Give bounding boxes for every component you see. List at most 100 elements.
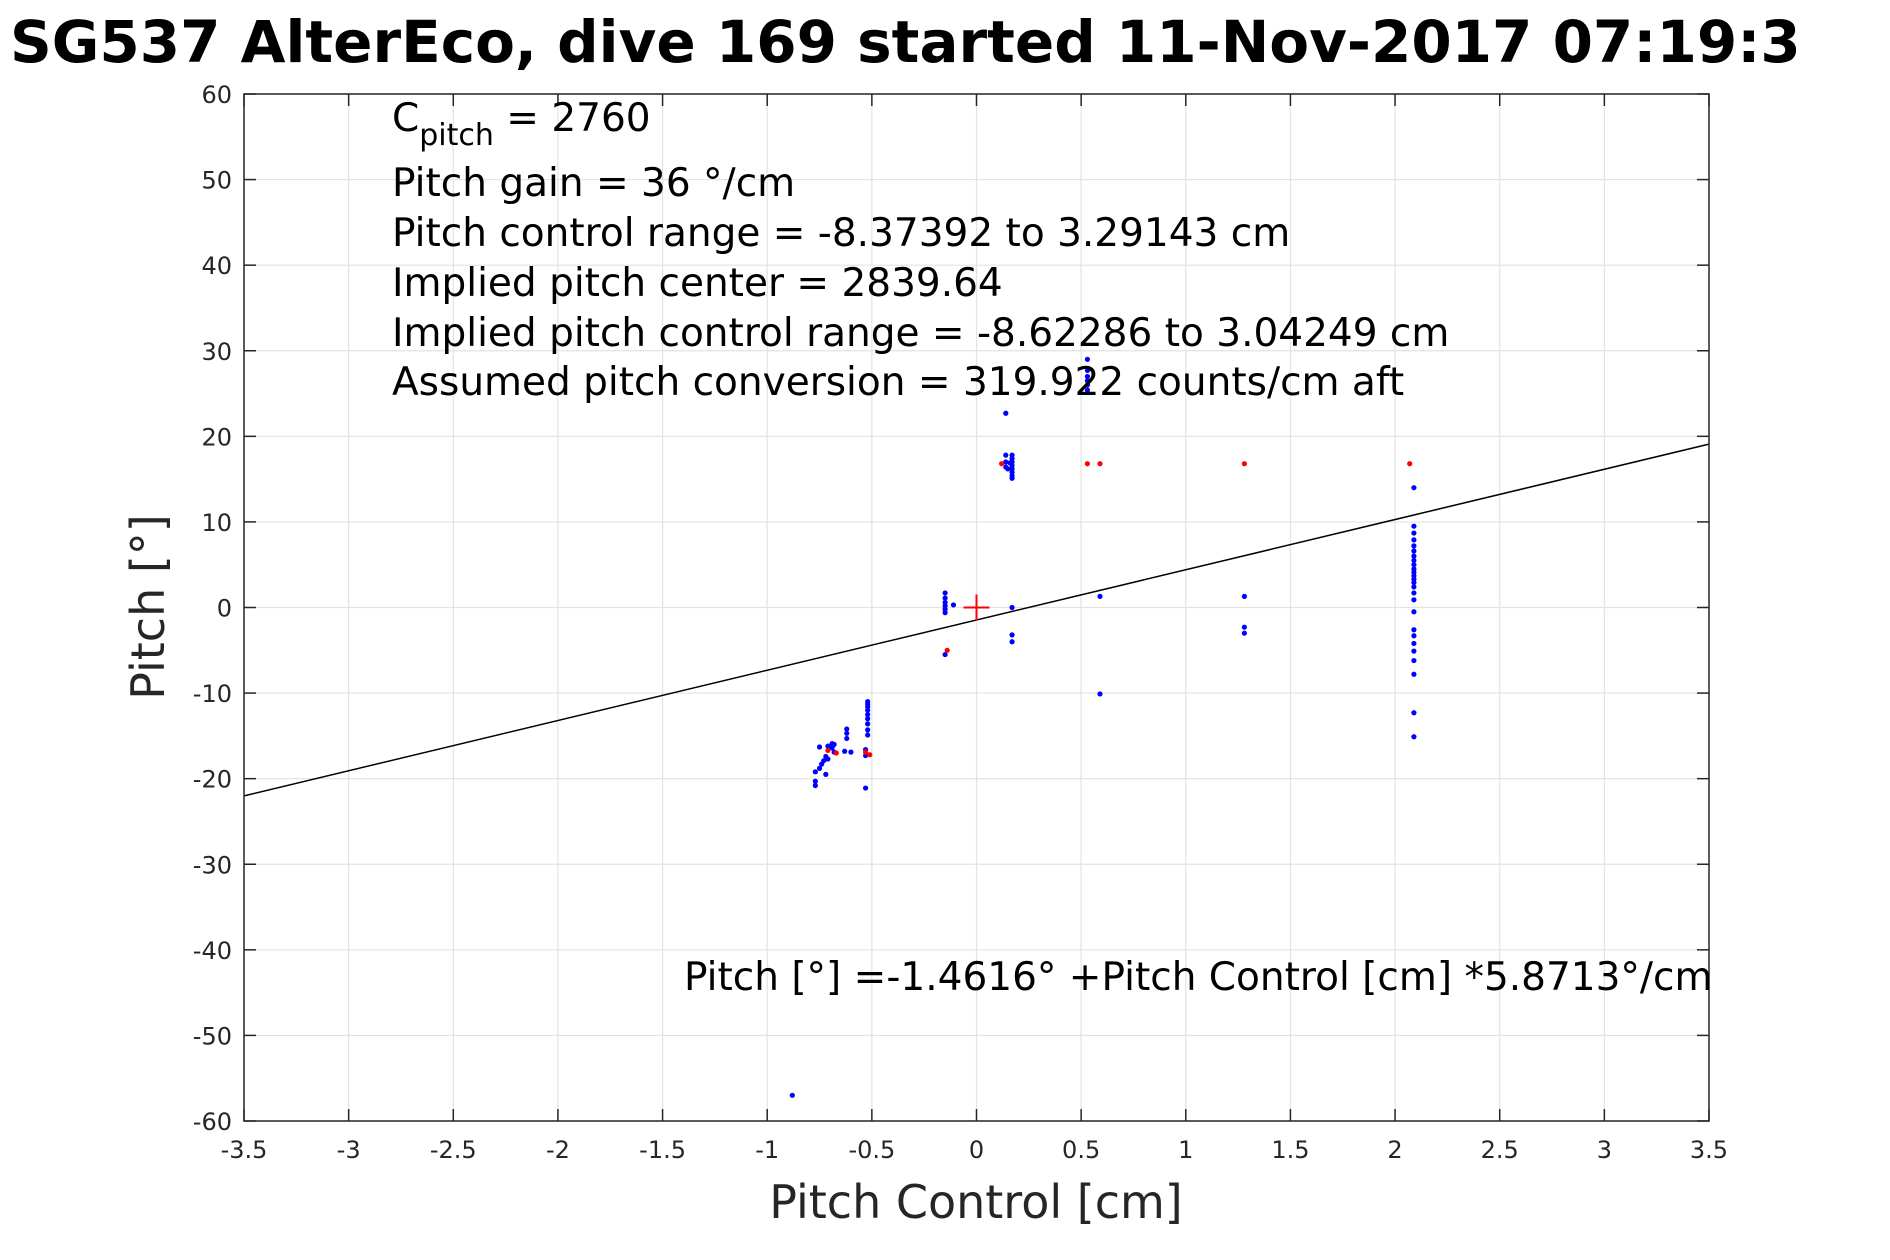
scatter-point: [1084, 378, 1091, 384]
x-tick-labels: -3.5 -3 -2.5 -2 -1.5 -1 -0.5 0 0.5 1 1.5 2 2.5 3 3.5: [221, 1136, 1729, 1164]
scatter-point: [950, 602, 957, 608]
y-tick-label: 30: [201, 338, 232, 366]
y-tick-labels: -60 -50 -40 -30 -20 -10 0 10 20 30 40 50 60: [193, 81, 232, 1136]
x-tick-label: -3.5: [221, 1136, 268, 1164]
y-tick-label: 40: [201, 252, 232, 280]
x-tick-label: 2.5: [1481, 1136, 1519, 1164]
points-layer: [789, 356, 1417, 1098]
x-tick-label: 0: [969, 1136, 984, 1164]
annotation-implied-range: Implied pitch control range = -8.62286 t…: [392, 311, 1449, 356]
scatter-point: [1241, 630, 1247, 636]
scatter-point: [862, 785, 869, 791]
scatter-point: [844, 730, 850, 736]
x-tick-label: -1.5: [639, 1136, 686, 1164]
annotation-fit-equation: Pitch [°] =-1.4616° +Pitch Control [cm] …: [684, 955, 1712, 1000]
scatter-point: [942, 610, 948, 616]
y-tick-label: 0: [217, 595, 232, 623]
scatter-point: [848, 749, 854, 755]
scatter-point: [1411, 562, 1417, 568]
scatter-point: [1411, 671, 1417, 677]
y-tick-label: -10: [193, 680, 232, 708]
scatter-point: [1003, 410, 1009, 416]
scatter-point: [1411, 657, 1417, 664]
y-axis-label: Pitch [°]: [121, 514, 175, 700]
scatter-point: [1003, 452, 1009, 458]
scatter-point: [844, 735, 850, 742]
x-tick-label: -0.5: [848, 1136, 895, 1164]
y-tick-label: -20: [193, 766, 232, 794]
scatter-point: [942, 590, 948, 596]
scatter-point: [1084, 461, 1091, 467]
scatter-point: [867, 752, 873, 758]
axes-box: [243, 93, 1710, 1122]
x-tick-label: 0.5: [1062, 1136, 1100, 1164]
x-tick-label: 2: [1387, 1136, 1402, 1164]
scatter-point: [1411, 584, 1417, 590]
y-tick-label: 50: [201, 167, 232, 195]
scatter-point: [1411, 548, 1417, 554]
scatter-point: [1411, 633, 1417, 639]
scatter-point: [1003, 459, 1009, 465]
annotation-c-pitch-sub: pitch: [419, 118, 494, 153]
scatter-point: [999, 461, 1005, 467]
scatter-point: [1411, 627, 1417, 633]
scatter-point: [1411, 640, 1417, 647]
scatter-point: [1411, 734, 1417, 740]
scatter-point: [1411, 530, 1417, 536]
y-tick-label: -40: [193, 937, 232, 965]
x-tick-label: 3: [1597, 1136, 1612, 1164]
scatter-point: [821, 758, 827, 764]
scatter-point: [1005, 466, 1011, 472]
scatter-point: [942, 595, 948, 601]
scatter-point: [865, 716, 871, 722]
scatter-point: [1241, 593, 1247, 599]
scatter-point: [1097, 593, 1103, 599]
scatter-point: [1241, 461, 1247, 467]
annotation-control-range: Pitch control range = -8.37392 to 3.2914…: [392, 211, 1290, 256]
scatter-point: [816, 744, 823, 750]
scatter-point: [823, 771, 829, 777]
scatter-point: [1097, 461, 1103, 467]
scatter-point: [831, 741, 837, 748]
scatter-point: [1084, 387, 1091, 393]
scatter-point: [833, 750, 839, 756]
scatter-point: [1241, 624, 1247, 630]
y-tick-label: -30: [193, 851, 232, 879]
scatter-point: [1084, 356, 1091, 362]
chart-title: SG537 AlterEco, dive 169 started 11-Nov-…: [10, 8, 1801, 76]
x-tick-label: -1: [755, 1136, 779, 1164]
x-axis-label: Pitch Control [cm]: [769, 1175, 1183, 1229]
scatter-point: [942, 651, 948, 658]
scatter-point: [1009, 604, 1015, 611]
x-tick-label: 3.5: [1690, 1136, 1728, 1164]
scatter-point: [1407, 461, 1413, 467]
x-tick-label: -2: [546, 1136, 570, 1164]
x-tick-label: -2.5: [430, 1136, 477, 1164]
x-tick-label: -3: [337, 1136, 361, 1164]
scatter-point: [1009, 632, 1015, 638]
scatter-point: [1411, 590, 1417, 596]
scatter-point: [844, 726, 850, 732]
scatter-point: [1009, 475, 1015, 481]
scatter-point: [789, 1092, 795, 1098]
annotation-conversion: Assumed pitch conversion = 319.922 count…: [392, 360, 1404, 405]
scatter-point: [865, 699, 871, 705]
scatter-point: [825, 743, 831, 749]
scatter-point: [842, 748, 848, 754]
scatter-point: [1411, 580, 1417, 586]
x-tick-label: 1.5: [1271, 1136, 1309, 1164]
scatter-point: [1009, 639, 1015, 645]
scatter-point: [812, 778, 818, 784]
y-tick-label: -50: [193, 1022, 232, 1050]
y-tick-label: -60: [193, 1108, 232, 1136]
scatter-point: [944, 647, 950, 653]
annotation-pitch-gain: Pitch gain = 36 °/cm: [392, 161, 795, 206]
annotation-c-pitch-value: = 2760: [494, 96, 651, 141]
scatter-point: [1411, 523, 1417, 529]
y-tick-label: 20: [201, 423, 232, 451]
scatter-point: [1084, 382, 1091, 388]
annotation-implied-center: Implied pitch center = 2839.64: [392, 261, 1003, 306]
x-tick-label: 1: [1178, 1136, 1193, 1164]
scatter-point: [865, 732, 871, 738]
